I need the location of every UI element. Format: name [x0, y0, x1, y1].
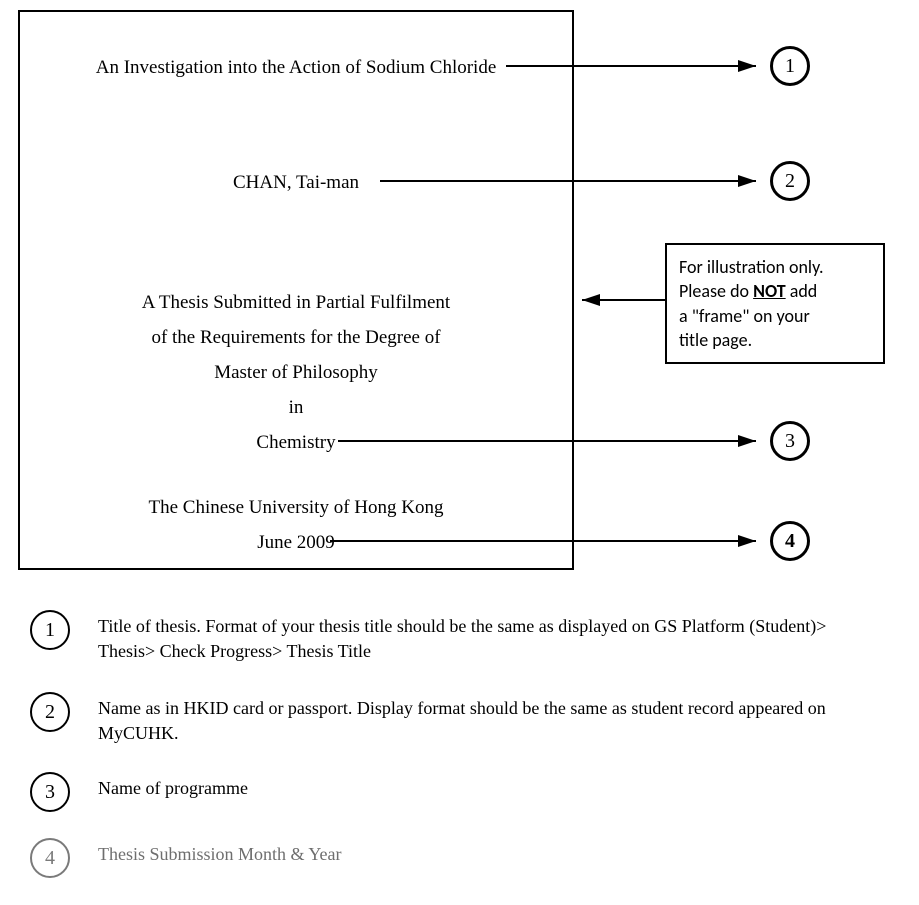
legend-item-2: 2 Name as in HKID card or passport. Disp… — [30, 692, 838, 746]
note-line-1: For illustration only. — [679, 255, 871, 279]
legend-circle-2: 2 — [30, 692, 70, 732]
legend-item-3: 3 Name of programme — [30, 772, 248, 812]
legend-text-1: Title of thesis. Format of your thesis t… — [98, 610, 838, 664]
legend-circle-4: 4 — [30, 838, 70, 878]
callout-number-2: 2 — [785, 170, 795, 193]
callout-number-4: 4 — [785, 530, 795, 553]
legend-item-1: 1 Title of thesis. Format of your thesis… — [30, 610, 838, 664]
callout-number-3: 3 — [785, 430, 795, 453]
legend-text-3: Name of programme — [98, 772, 248, 801]
callout-circle-1: 1 — [770, 46, 810, 86]
callout-circle-2: 2 — [770, 161, 810, 201]
callout-circle-4: 4 — [770, 521, 810, 561]
note-line-2: Please do NOT add — [679, 279, 871, 303]
legend-circle-1: 1 — [30, 610, 70, 650]
callout-circle-3: 3 — [770, 421, 810, 461]
legend-text-4: Thesis Submission Month & Year — [98, 838, 342, 867]
callout-number-1: 1 — [785, 55, 795, 78]
note-line-3: a "frame" on your — [679, 304, 871, 328]
legend-circle-3: 3 — [30, 772, 70, 812]
frame-note-box: For illustration only. Please do NOT add… — [665, 243, 885, 364]
note-line-4: title page. — [679, 328, 871, 352]
legend-text-2: Name as in HKID card or passport. Displa… — [98, 692, 838, 746]
legend-item-4: 4 Thesis Submission Month & Year — [30, 838, 342, 878]
